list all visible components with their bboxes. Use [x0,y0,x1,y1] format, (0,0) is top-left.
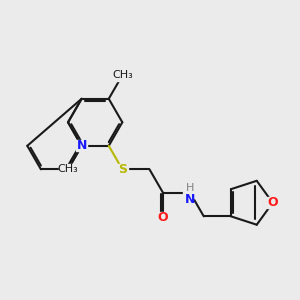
Text: N: N [185,193,195,206]
Bar [113,70,131,81]
Bar [158,212,168,223]
Bar [76,140,87,151]
Bar [267,197,278,208]
Text: S: S [118,163,127,176]
Bar [59,164,77,175]
Text: O: O [267,196,278,209]
Text: H: H [186,183,194,193]
Text: CH₃: CH₃ [58,164,78,174]
Text: N: N [76,139,87,152]
Bar [117,164,128,175]
Text: CH₃: CH₃ [112,70,133,80]
Bar [183,188,197,198]
Text: O: O [158,211,168,224]
